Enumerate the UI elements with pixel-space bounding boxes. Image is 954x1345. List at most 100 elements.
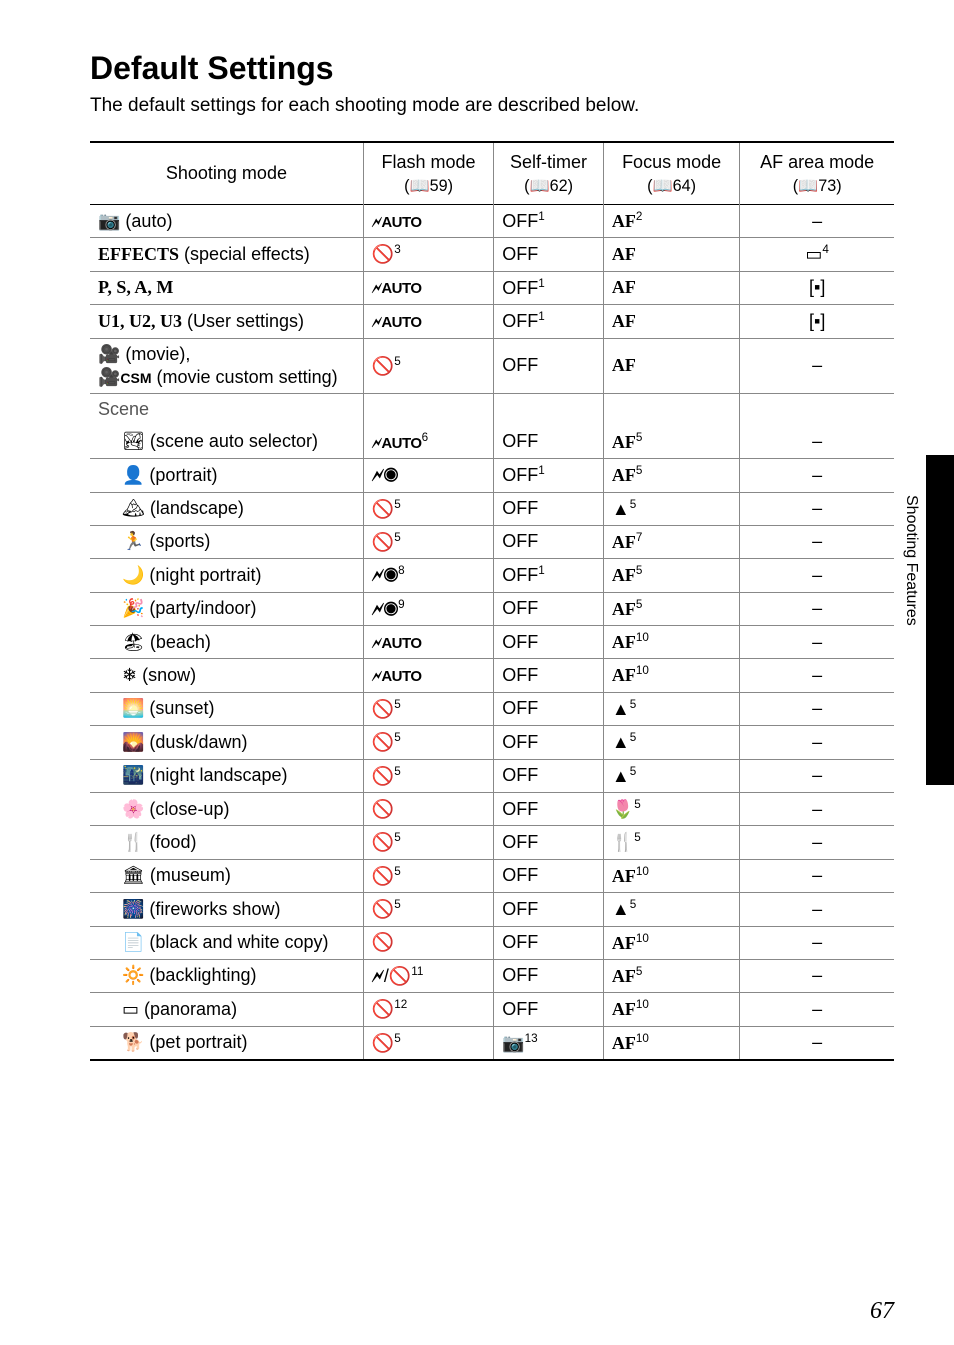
focus-cell: AF10 [603,659,739,692]
flash-cell: 🗲AUTO [363,626,493,659]
mode-cell: P, S, A, M [90,271,363,304]
table-row: P, S, A, M🗲AUTOOFF1AF[▪] [90,271,894,304]
flash-cell: 🚫5 [363,1026,493,1060]
focus-cell: ▲5 [603,726,739,759]
timer-cell: OFF [494,626,604,659]
table-row: 🎥 (movie),🎥CSM (movie custom setting)🚫5O… [90,338,894,394]
header-row: Shooting mode Flash mode (📖59) Self-time… [90,142,894,205]
mode-cell: 📄 (black and white copy) [90,926,363,959]
mode-cell: 🌄 (dusk/dawn) [90,726,363,759]
af-cell: [▪] [740,271,894,304]
flash-cell: 🚫12 [363,993,493,1026]
focus-cell: AF5 [603,592,739,625]
table-row: 🌅 (sunset)🚫5OFF▲5– [90,692,894,725]
focus-cell: 🌷5 [603,793,739,826]
timer-cell: OFF [494,993,604,1026]
header-afarea-ref: (📖73) [793,177,842,195]
af-cell: – [740,205,894,238]
header-timer-label: Self-timer [510,152,587,172]
mode-cell: ▭ (panorama) [90,993,363,1026]
flash-cell: 🚫 [363,926,493,959]
focus-cell: AF10 [603,993,739,1026]
table-row: U1, U2, U3 (User settings)🗲AUTOOFF1AF[▪] [90,305,894,338]
af-cell: – [740,859,894,892]
flash-cell: 🚫5 [363,338,493,394]
timer-cell: OFF [494,659,604,692]
table-row: 🏞 (scene auto selector)🗲AUTO6OFFAF5– [90,426,894,459]
scene-header-row: Scene [90,394,894,426]
timer-cell: OFF [494,426,604,459]
flash-cell: 🗲◉ [363,459,493,492]
af-cell: – [740,826,894,859]
flash-cell: 🚫3 [363,238,493,271]
timer-cell: OFF [494,959,604,992]
timer-cell: OFF [494,859,604,892]
flash-cell: 🚫5 [363,692,493,725]
header-afarea-label: AF area mode [760,152,874,172]
flash-cell: 🚫5 [363,492,493,525]
mode-cell: 🏞 (scene auto selector) [90,426,363,459]
page-number: 67 [870,1298,894,1325]
timer-cell: OFF [494,238,604,271]
timer-cell: OFF1 [494,305,604,338]
mode-cell: 📷 (auto) [90,205,363,238]
header-afarea: AF area mode (📖73) [740,142,894,205]
flash-cell: 🗲AUTO [363,205,493,238]
scene-label: Scene [90,394,363,426]
table-row: 🐕 (pet portrait)🚫5📷13AF10– [90,1026,894,1060]
focus-cell: ▲5 [603,759,739,792]
af-cell: – [740,659,894,692]
flash-cell: 🚫 [363,793,493,826]
table-row: 🌙 (night portrait)🗲◉8OFF1AF5– [90,559,894,592]
flash-cell: 🗲◉9 [363,592,493,625]
flash-cell: 🗲AUTO [363,659,493,692]
focus-cell: AF [603,305,739,338]
flash-cell: 🗲◉8 [363,559,493,592]
table-row: 🎉 (party/indoor)🗲◉9OFFAF5– [90,592,894,625]
timer-cell: OFF [494,793,604,826]
table-row: 🏃 (sports)🚫5OFFAF7– [90,525,894,558]
table-row: ❄ (snow)🗲AUTOOFFAF10– [90,659,894,692]
af-cell: – [740,793,894,826]
af-cell: – [740,893,894,926]
focus-cell: AF5 [603,959,739,992]
table-row: 👤 (portrait)🗲◉OFF1AF5– [90,459,894,492]
mode-cell: 🎆 (fireworks show) [90,893,363,926]
mode-cell: 🏔 (landscape) [90,492,363,525]
table-row: ▭ (panorama)🚫12OFFAF10– [90,993,894,1026]
focus-cell: AF10 [603,1026,739,1060]
focus-cell: AF5 [603,459,739,492]
header-flash: Flash mode (📖59) [363,142,493,205]
timer-cell: OFF [494,926,604,959]
table-row: 🔆 (backlighting)🗲/🚫11OFFAF5– [90,959,894,992]
focus-cell: AF [603,238,739,271]
focus-cell: AF10 [603,626,739,659]
mode-cell: 🔆 (backlighting) [90,959,363,992]
af-cell: – [740,959,894,992]
af-cell: – [740,426,894,459]
table-row: 🌃 (night landscape)🚫5OFF▲5– [90,759,894,792]
timer-cell: OFF [494,759,604,792]
header-flash-label: Flash mode [382,152,476,172]
mode-cell: 🎥 (movie),🎥CSM (movie custom setting) [90,338,363,394]
mode-cell: 🏛 (museum) [90,859,363,892]
mode-cell: 🌸 (close-up) [90,793,363,826]
focus-cell: AF [603,271,739,304]
focus-cell: AF [603,338,739,394]
timer-cell: OFF [494,826,604,859]
table-row: 🏛 (museum)🚫5OFFAF10– [90,859,894,892]
table-row: 📷 (auto)🗲AUTOOFF1AF2– [90,205,894,238]
table-row: 🏖 (beach)🗲AUTOOFFAF10– [90,626,894,659]
flash-cell: 🚫5 [363,759,493,792]
af-cell: – [740,759,894,792]
focus-cell: AF5 [603,559,739,592]
mode-cell: EFFECTS (special effects) [90,238,363,271]
header-focus-label: Focus mode [622,152,721,172]
header-timer-ref: (📖62) [524,177,573,195]
flash-cell: 🚫5 [363,525,493,558]
intro-text: The default settings for each shooting m… [90,95,894,117]
flash-cell: 🗲AUTO6 [363,426,493,459]
focus-cell: AF10 [603,926,739,959]
table-row: 🏔 (landscape)🚫5OFF▲5– [90,492,894,525]
af-cell: – [740,492,894,525]
